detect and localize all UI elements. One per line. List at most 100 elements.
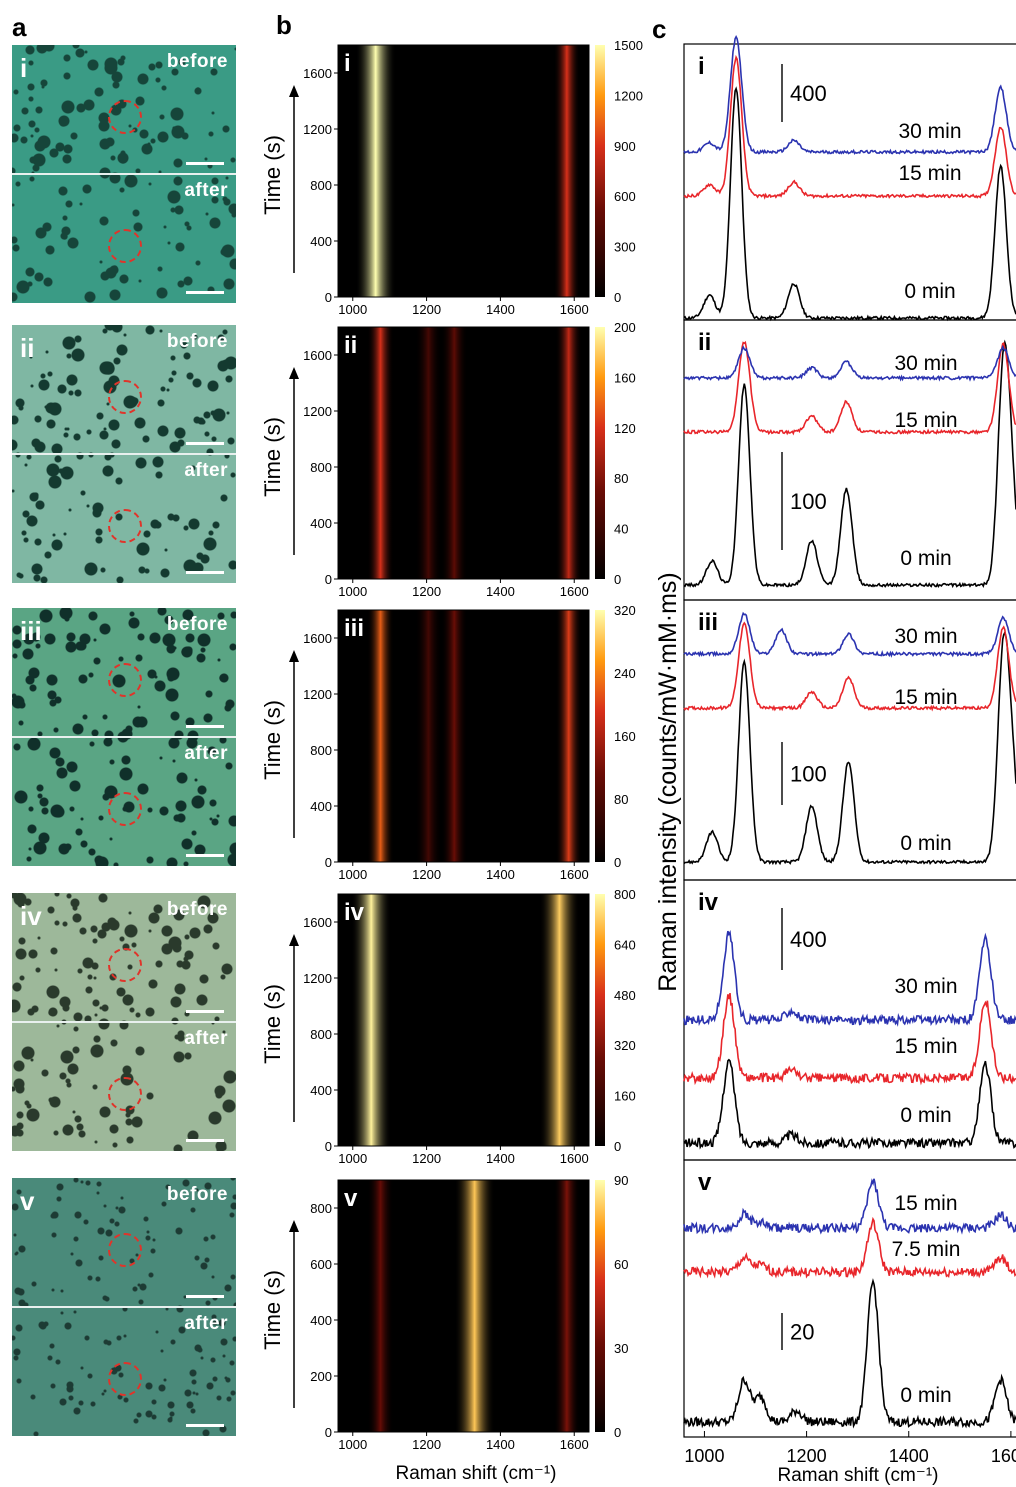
heatmap-ylabel: Time (s) xyxy=(260,135,285,215)
colorbar-tick-label: 240 xyxy=(614,666,636,681)
series-label: 0 min xyxy=(900,832,951,855)
heatmap-band xyxy=(454,1180,495,1432)
series-label: 15 min xyxy=(894,686,957,709)
before-label: before xyxy=(166,899,228,920)
y-tick-label: 800 xyxy=(310,1201,332,1216)
heatmap-band xyxy=(555,327,582,579)
scale-bar xyxy=(186,725,224,728)
y-tick-label: 800 xyxy=(310,1027,332,1042)
colorbar-tick-label: 480 xyxy=(614,988,636,1003)
spectrum-label: v xyxy=(698,1169,712,1196)
scale-bar xyxy=(186,291,224,294)
series-label: 30 min xyxy=(894,352,957,375)
before-label: before xyxy=(166,1184,228,1205)
x-tick-label: 1600 xyxy=(560,584,589,599)
arrow-head-icon xyxy=(289,85,299,97)
heatmap-label: iii xyxy=(344,615,364,642)
after-label: after xyxy=(184,1028,228,1049)
heatmap-i: i 1000 1200 1400 1600 0 400 800 1200 1600 Time (s)… xyxy=(260,38,643,317)
heatmap-label: ii xyxy=(344,332,357,359)
spectrum-frame xyxy=(683,1159,1016,1438)
y-tick-label: 400 xyxy=(310,799,332,814)
measurement-spot-circle xyxy=(108,508,142,543)
before-after-divider xyxy=(12,1021,236,1023)
before-label: before xyxy=(166,51,228,72)
micrograph-v: v before after xyxy=(12,1178,236,1436)
x-tick-label: 1000 xyxy=(338,584,367,599)
colorbar-tick-label: 160 xyxy=(614,729,636,744)
colorbar xyxy=(595,327,605,579)
y-tick-label: 800 xyxy=(310,743,332,758)
heatmap-frame xyxy=(337,1179,590,1433)
heatmap-frame xyxy=(337,44,590,298)
y-tick-label: 1600 xyxy=(303,915,332,930)
scale-bar xyxy=(186,571,224,574)
heatmap-band xyxy=(367,610,394,862)
x-tick-label: 1000 xyxy=(338,1151,367,1166)
colorbar-tick-label: 160 xyxy=(614,1089,636,1104)
heatmap-frame xyxy=(337,326,590,580)
y-tick-label: 600 xyxy=(310,1257,332,1272)
heatmap-ylabel: Time (s) xyxy=(260,700,285,780)
spectrum-series xyxy=(683,35,1016,156)
before-label: before xyxy=(166,331,228,352)
arrow-head-icon xyxy=(289,1220,299,1232)
scale-bar-label: 400 xyxy=(790,927,827,952)
colorbar xyxy=(595,894,605,1146)
after-label: after xyxy=(184,743,228,764)
spectrum-label: iv xyxy=(698,889,719,916)
colorbar-tick-label: 0 xyxy=(614,1425,621,1440)
before-after-divider xyxy=(12,453,236,455)
measurement-spot-circle xyxy=(108,99,142,134)
spectrum-series xyxy=(683,1058,1016,1150)
colorbar-tick-label: 90 xyxy=(614,1173,628,1188)
spectrum-series xyxy=(683,630,1016,866)
heatmap-band xyxy=(367,1180,394,1432)
spectrum-series xyxy=(683,992,1016,1086)
y-tick-label: 200 xyxy=(310,1369,332,1384)
micrograph-iv: iv before after xyxy=(12,893,236,1151)
colorbar-tick-label: 160 xyxy=(614,370,636,385)
y-tick-label: 400 xyxy=(310,1313,332,1328)
scale-bar xyxy=(186,1139,224,1142)
colorbar-tick-label: 0 xyxy=(614,572,621,587)
x-tick-label: 1200 xyxy=(412,584,441,599)
y-tick-label: 0 xyxy=(325,1425,332,1440)
scale-bar-label: 20 xyxy=(790,1320,814,1345)
series-label: 15 min xyxy=(894,409,957,432)
heatmap-label: iv xyxy=(344,899,365,926)
after-label: after xyxy=(184,1313,228,1334)
y-tick-label: 400 xyxy=(310,516,332,531)
micrograph-iii: iii before after xyxy=(12,608,236,866)
colorbar-tick-label: 1500 xyxy=(614,38,643,53)
after-label: after xyxy=(184,460,228,481)
colorbar-tick-label: 300 xyxy=(614,240,636,255)
spectrum-frame xyxy=(683,599,1016,881)
heatmap-ylabel: Time (s) xyxy=(260,1270,285,1350)
series-label: 30 min xyxy=(894,975,957,998)
y-tick-label: 1200 xyxy=(303,971,332,986)
x-tick-label: 1200 xyxy=(412,1151,441,1166)
spectrum-series xyxy=(683,339,1016,589)
heatmap-band xyxy=(367,327,394,579)
spectrum-x-tick-label: 1600 xyxy=(991,1446,1016,1466)
series-label: 15 min xyxy=(898,162,961,185)
measurement-spot-circle xyxy=(108,1232,142,1267)
spectrum-ylabel: Raman intensity (counts/mW·mM·ms) xyxy=(654,572,682,992)
y-tick-label: 1200 xyxy=(303,122,332,137)
y-tick-label: 1600 xyxy=(303,66,332,81)
heatmap-frame xyxy=(337,609,590,863)
measurement-spot-circle xyxy=(108,1076,142,1111)
heatmap-xlabel: Raman shift (cm⁻¹) xyxy=(396,1463,557,1484)
spectrum-x-tick-label: 1200 xyxy=(787,1446,827,1466)
scale-bar xyxy=(186,442,224,445)
arrow-head-icon xyxy=(289,650,299,662)
colorbar xyxy=(595,1180,605,1432)
heatmap-label: i xyxy=(344,50,351,77)
y-tick-label: 0 xyxy=(325,1139,332,1154)
heatmap-band xyxy=(539,894,580,1146)
measurement-spot-circle xyxy=(108,379,142,414)
spectrum-xlabel: Raman shift (cm⁻¹) xyxy=(778,1465,939,1486)
